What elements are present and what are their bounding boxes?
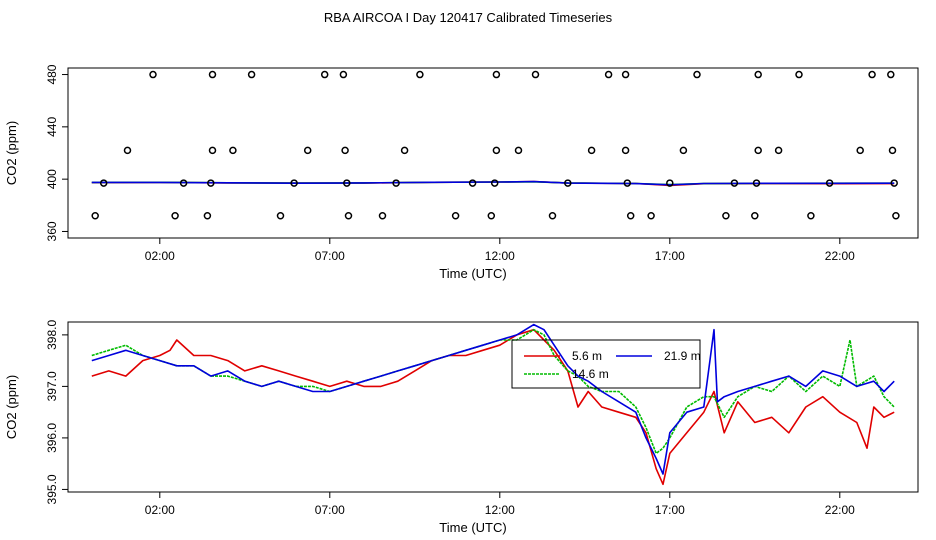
scatter-point xyxy=(774,146,783,155)
scatter-point xyxy=(531,70,540,79)
y-tick-label: 396.0 xyxy=(45,423,59,453)
scatter-point xyxy=(179,179,188,187)
scatter-point xyxy=(722,212,730,220)
scatter-point xyxy=(825,179,834,187)
legend-label: 14.6 m xyxy=(572,367,609,381)
y-axis-label: CO2 (ppm) xyxy=(4,121,19,185)
scatter-point xyxy=(730,179,739,187)
scatter-point xyxy=(99,179,108,187)
scatter-point xyxy=(587,146,596,155)
scatter-point xyxy=(303,146,312,155)
x-tick-label: 12:00 xyxy=(485,249,515,263)
series-group xyxy=(91,323,895,486)
x-axis-label: Time (UTC) xyxy=(439,520,506,535)
y-tick-label: 397.0 xyxy=(45,371,59,401)
y-tick-label: 398.0 xyxy=(45,320,59,350)
scatter-point xyxy=(604,70,613,79)
scatter-point xyxy=(621,70,630,79)
x-tick-label: 17:00 xyxy=(655,249,685,263)
scatter-point xyxy=(468,179,477,187)
legend-label: 5.6 m xyxy=(572,349,602,363)
scatter-point xyxy=(149,70,157,79)
y-tick-label: 395.0 xyxy=(45,474,59,504)
x-tick-label: 07:00 xyxy=(315,503,345,517)
y-tick-label: 440 xyxy=(45,117,59,137)
scatter-point xyxy=(208,70,217,79)
scatter-point xyxy=(623,179,632,187)
x-tick-label: 02:00 xyxy=(145,249,175,263)
scatter-point xyxy=(400,146,409,155)
bottom-line-panel: 02:00 07:00 12:00 17:00 22:00 Time (UTC) 395.0… xyxy=(4,320,919,535)
x-tick-label: 22:00 xyxy=(825,249,855,263)
scatter-point xyxy=(208,146,217,155)
legend-label: 21.9 m xyxy=(664,349,701,363)
x-tick-label: 12:00 xyxy=(485,503,515,517)
scatter-point xyxy=(207,179,215,187)
scatter-point xyxy=(754,146,762,155)
scatter-point xyxy=(290,179,298,187)
scatter-point xyxy=(679,146,688,155)
series-line-5-6-m xyxy=(91,328,895,486)
scatter-point xyxy=(564,179,572,187)
scatter-point xyxy=(887,70,895,79)
scatter-point xyxy=(341,146,349,155)
scatter-point xyxy=(378,212,387,220)
scatter-point xyxy=(751,212,759,220)
scatter-point xyxy=(890,179,898,187)
scatter-point xyxy=(492,146,501,155)
scatter-point xyxy=(514,146,523,155)
scatter-point xyxy=(868,70,876,79)
scatter-point xyxy=(320,70,329,79)
top-scatter-panel: 02:00 07:00 12:00 17:00 22:00 Time (UTC) 360 40… xyxy=(4,64,919,281)
scatter-point xyxy=(490,179,499,187)
scatter-point xyxy=(123,146,132,155)
y-tick-label: 360 xyxy=(45,221,59,241)
y-tick-label: 480 xyxy=(45,64,59,84)
scatter-point xyxy=(276,212,285,220)
scatter-point xyxy=(343,179,351,187)
scatter-point xyxy=(203,212,212,220)
scatter-point xyxy=(693,70,701,79)
scatter-point xyxy=(626,212,635,220)
scatter-point xyxy=(856,146,864,155)
series-line-21-9-m xyxy=(91,180,895,186)
series-group xyxy=(91,180,895,187)
scatter-point xyxy=(888,146,897,155)
x-tick-label: 22:00 xyxy=(825,503,855,517)
scatter-point xyxy=(247,70,256,79)
plot-frame xyxy=(67,321,919,493)
scatter-point xyxy=(339,70,348,79)
y-axis-label: CO2 (ppm) xyxy=(4,375,19,439)
scatter-point xyxy=(229,146,237,155)
x-tick-label: 07:00 xyxy=(315,249,345,263)
scatter-point xyxy=(621,146,630,155)
x-tick-label: 02:00 xyxy=(145,503,175,517)
scatter-point xyxy=(171,212,179,220)
scatter-point xyxy=(451,212,460,220)
scatter-point xyxy=(647,212,655,220)
x-tick-label: 17:00 xyxy=(655,503,685,517)
scatter-point xyxy=(392,179,400,187)
series-line-14-6-m xyxy=(91,328,895,455)
scatter-point xyxy=(807,212,815,220)
figure-title: RBA AIRCOA I Day 120417 Calibrated Times… xyxy=(324,10,613,25)
scatter-point xyxy=(91,212,99,220)
scatter-point xyxy=(752,179,761,187)
scatter-point xyxy=(795,70,803,79)
y-tick-label: 400 xyxy=(45,169,59,189)
scatter-point xyxy=(666,179,674,187)
plot-frame xyxy=(67,67,919,239)
x-axis-label: Time (UTC) xyxy=(439,266,506,281)
series-line-21-9-m xyxy=(91,323,895,475)
scatter-point xyxy=(492,70,501,79)
scatter-point xyxy=(344,212,353,220)
scatter-point xyxy=(754,70,762,79)
scatter-point xyxy=(892,212,900,220)
scatter-point xyxy=(416,70,424,79)
legend-box xyxy=(511,339,701,389)
scatter-point xyxy=(548,212,557,220)
scatter-point xyxy=(487,212,496,220)
